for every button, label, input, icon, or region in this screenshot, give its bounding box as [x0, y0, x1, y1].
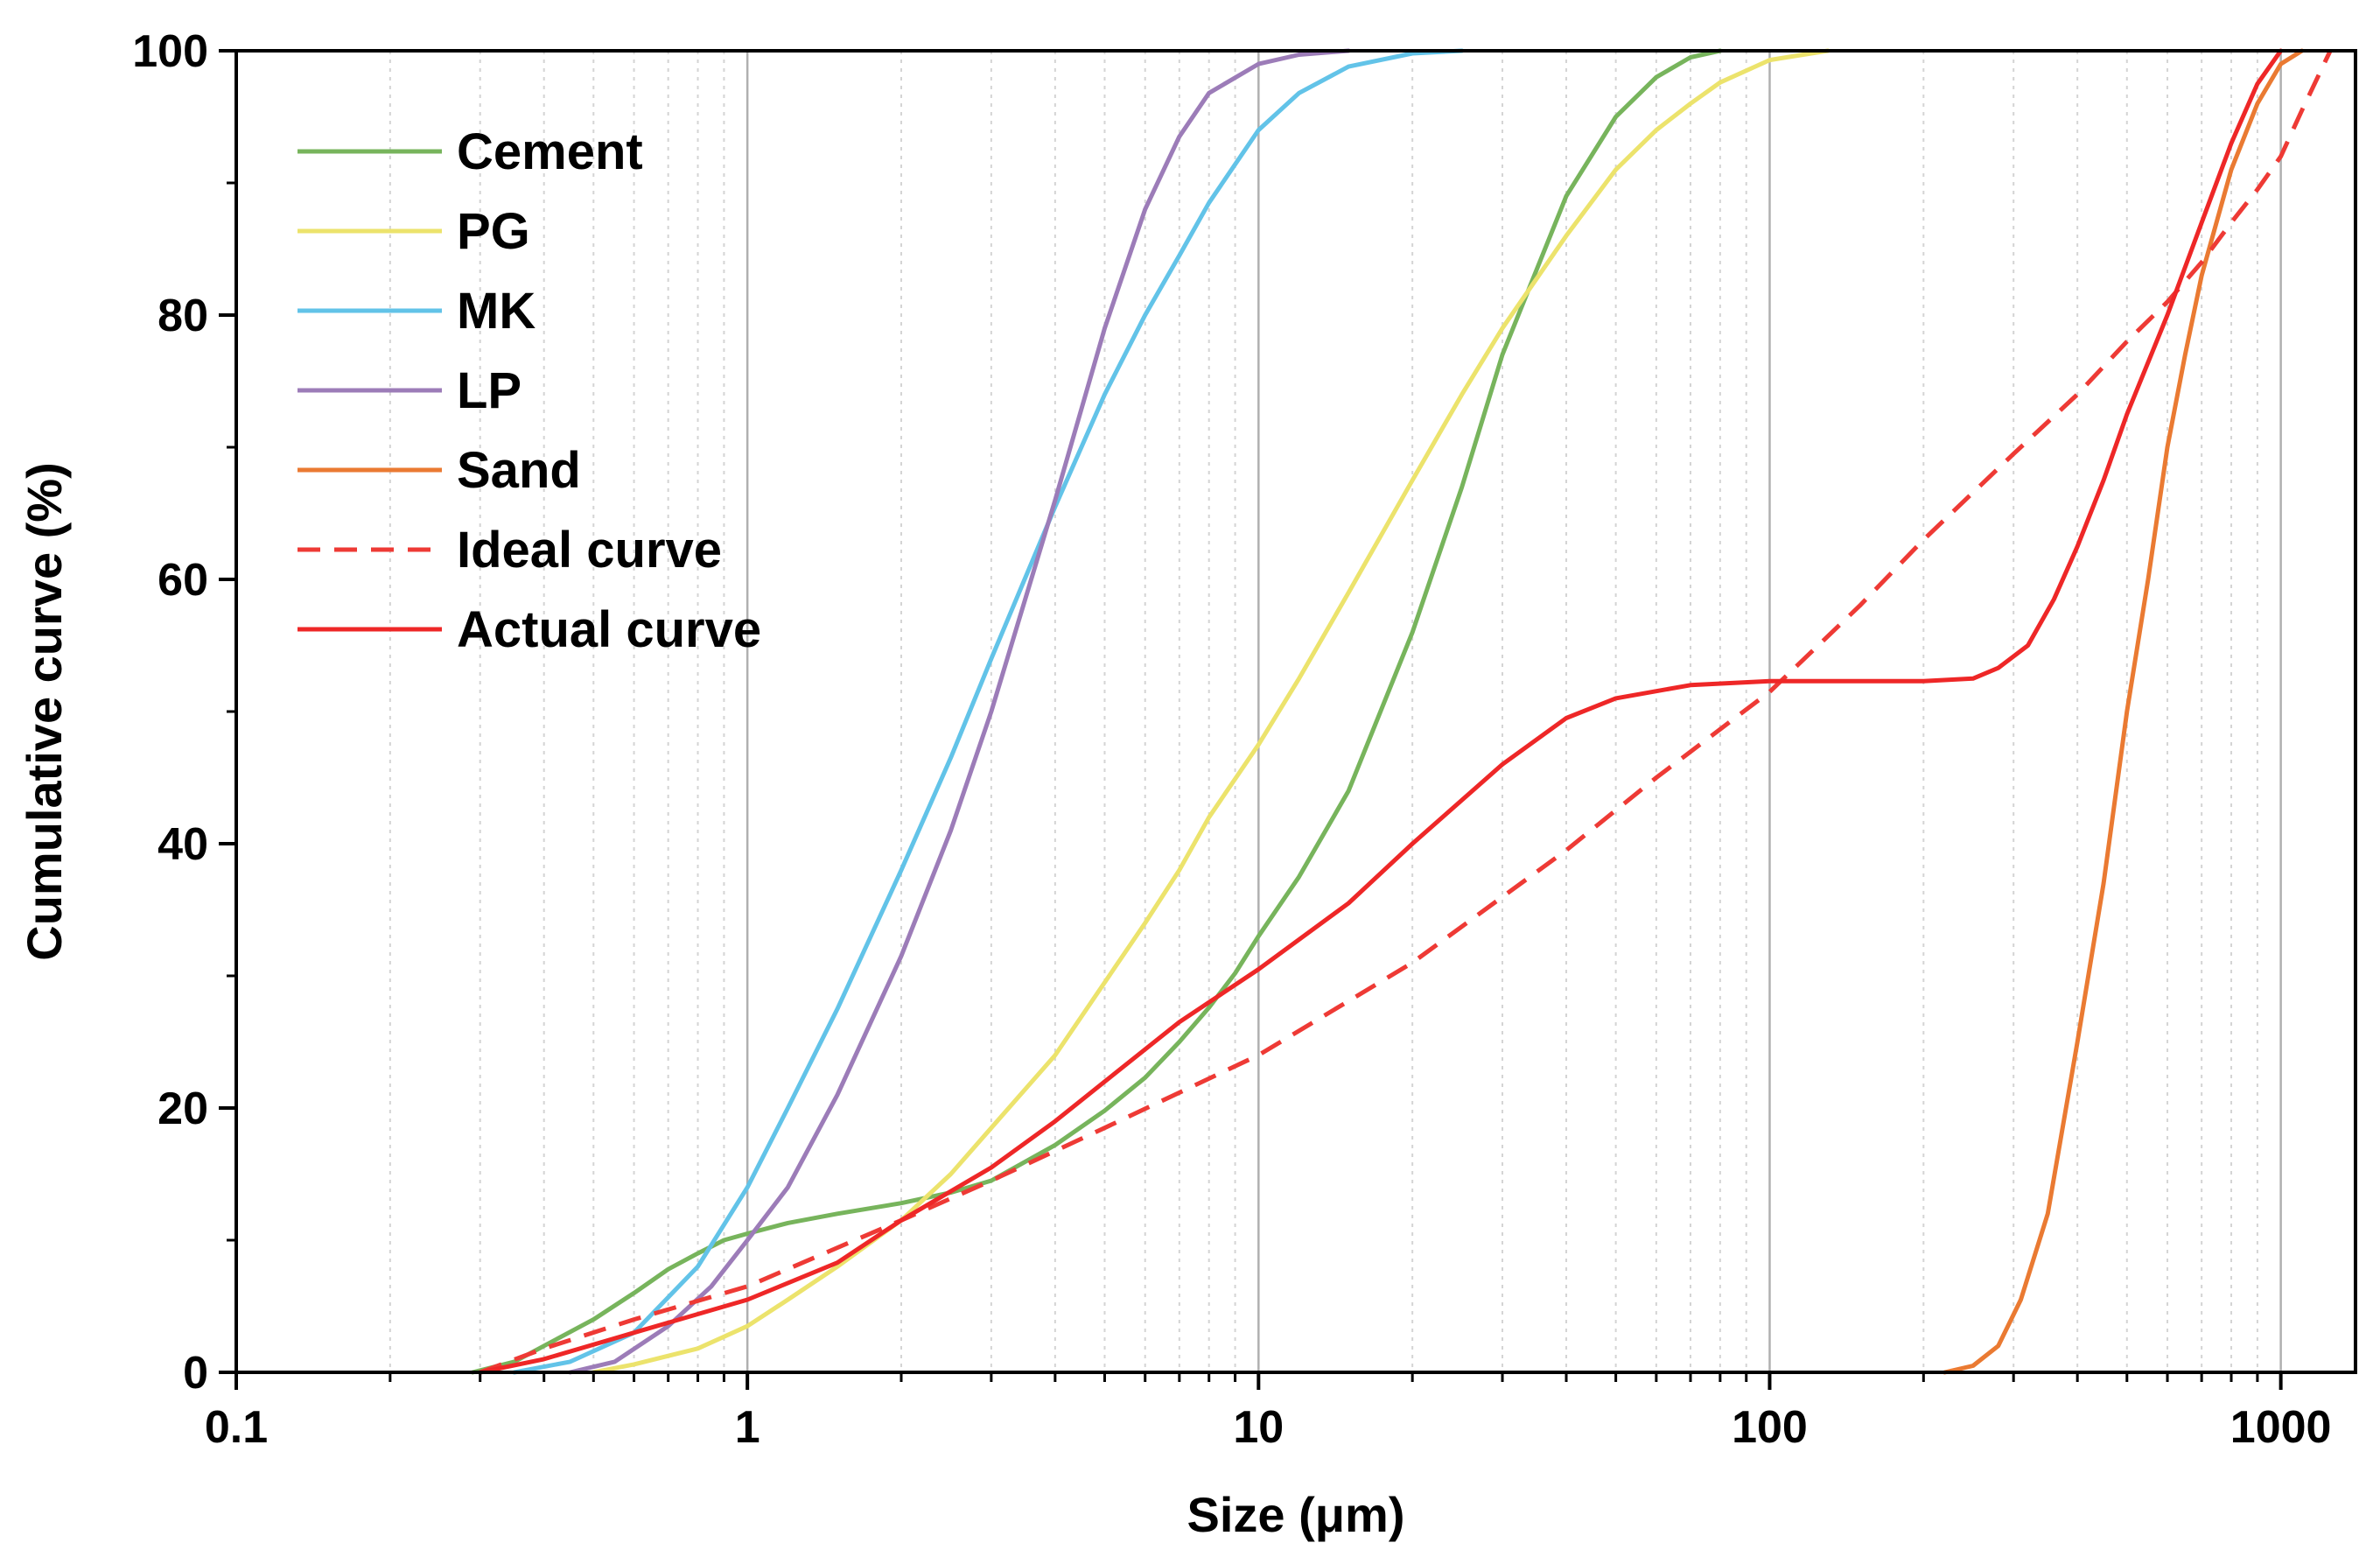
legend-label-cement: Cement — [457, 123, 643, 180]
y-axis-title: Cumulative curve (%) — [17, 462, 72, 961]
legend-label-mk: MK — [457, 283, 536, 340]
legend-label-pg: PG — [457, 203, 530, 260]
data-series — [470, 48, 2333, 1375]
y-tick-label: 0 — [183, 1348, 208, 1399]
legend-label-ideal-curve: Ideal curve — [457, 522, 722, 579]
mk-series-line — [512, 48, 1465, 1375]
y-tick-label: 60 — [158, 555, 208, 606]
grid-lines — [388, 51, 2282, 1372]
lp-series-line — [568, 48, 1351, 1375]
legend-label-lp: LP — [457, 362, 522, 419]
x-tick-label: 1 — [735, 1402, 760, 1453]
x-tick-label: 1000 — [2230, 1402, 2332, 1453]
x-axis-title: Size (μm) — [1187, 1487, 1405, 1542]
legend: Cement PG MK LP Sand Ideal curve Actual curve — [298, 123, 761, 658]
pg-series-line — [591, 48, 1830, 1375]
y-tick-label: 20 — [158, 1084, 208, 1134]
x-tick-label: 10 — [1233, 1402, 1284, 1453]
sand-series-line — [1942, 48, 2305, 1375]
cement-series-line — [470, 48, 1723, 1375]
legend-label-sand: Sand — [457, 442, 581, 499]
y-tick-label: 100 — [132, 26, 208, 77]
axis-ticks: 0.1 1 10 100 1000 0 20 40 60 80 100 — [132, 26, 2331, 1453]
y-tick-label: 80 — [158, 291, 208, 341]
x-tick-label: 0.1 — [205, 1402, 268, 1453]
actual-curve-series-line — [478, 48, 2284, 1375]
y-tick-label: 40 — [158, 819, 208, 870]
x-tick-label: 100 — [1732, 1402, 1808, 1453]
legend-label-actual-curve: Actual curve — [457, 601, 761, 658]
ideal-curve-series-line — [479, 49, 2333, 1375]
